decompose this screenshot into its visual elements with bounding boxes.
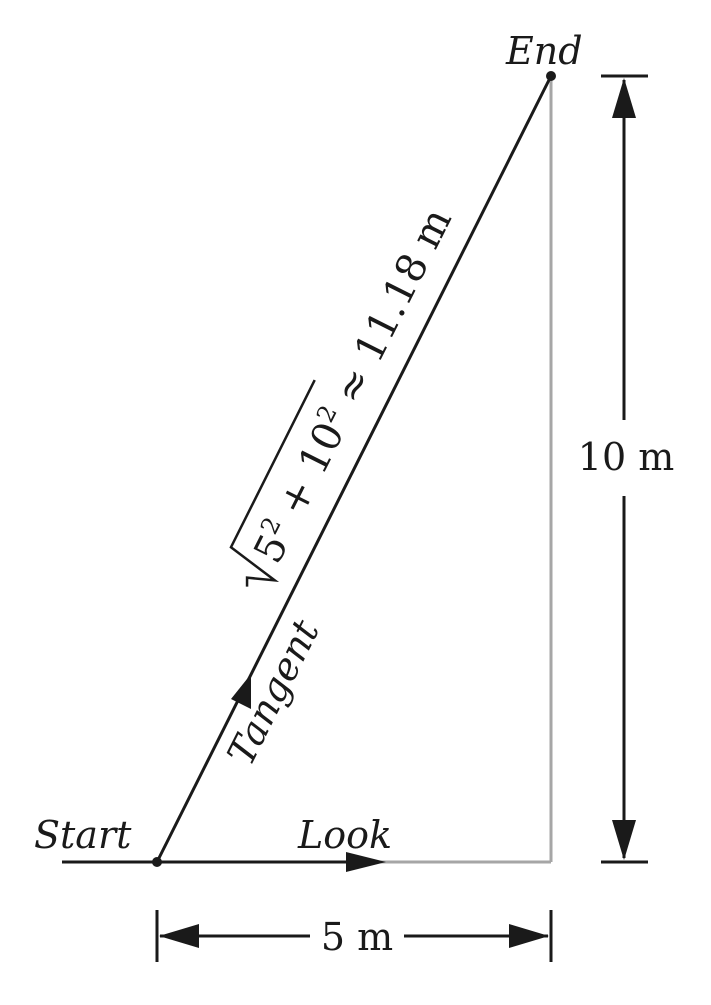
formula-text: 52 + 102 ≈ 11.18 m (243, 200, 461, 570)
end-label: End (505, 29, 583, 73)
height-label: 10 m (578, 435, 674, 479)
look-label: Look (297, 813, 392, 857)
start-label: Start (34, 813, 132, 857)
width-label: 5 m (321, 915, 393, 959)
formula-result: ≈ 11.18 m (320, 201, 461, 422)
width-arrow-right (509, 924, 549, 948)
tangent-label: Tangent (219, 612, 329, 772)
height-arrow-down (612, 820, 636, 860)
width-arrow-left (159, 924, 199, 948)
hypotenuse-line (157, 76, 551, 862)
height-arrow-up (612, 78, 636, 118)
start-point (152, 857, 162, 867)
hypotenuse-formula: 52 + 102 ≈ 11.18 m (218, 195, 461, 599)
